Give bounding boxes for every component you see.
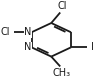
Text: CH₃: CH₃	[53, 68, 71, 78]
Text: N: N	[24, 27, 32, 37]
Text: Cl: Cl	[1, 27, 10, 37]
Text: I: I	[91, 42, 94, 52]
Text: Cl: Cl	[57, 1, 67, 11]
Text: N: N	[24, 42, 32, 52]
